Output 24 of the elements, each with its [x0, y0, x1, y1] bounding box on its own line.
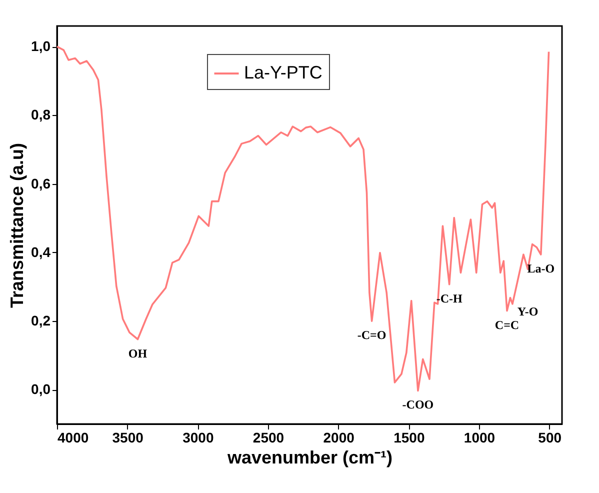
x-tick-label: 2500	[252, 430, 284, 446]
annotation: La-O	[527, 262, 555, 276]
x-tick-label: 3500	[112, 430, 144, 446]
annotation: C=C	[494, 318, 520, 332]
annotation: -C-H	[436, 291, 463, 306]
x-tick-label: 1000	[464, 430, 496, 446]
x-tick-label: 2000	[323, 430, 355, 446]
y-tick-label: 0,0	[31, 381, 51, 398]
y-tick-label: 0,2	[31, 312, 51, 329]
x-tick-label: 3000	[182, 430, 214, 446]
annotation: -COO	[402, 398, 434, 412]
y-tick-label: 0,4	[31, 244, 51, 260]
y-tick-label: 0,8	[31, 106, 51, 123]
legend-label: La-Y-PTC	[244, 62, 322, 82]
x-tick-label: 500	[538, 430, 562, 446]
y-tick-label: 0,6	[31, 175, 51, 192]
x-axis-title: wavenumber (cm⁻¹)	[226, 448, 393, 468]
annotation: Y-O	[517, 304, 538, 318]
x-tick-label: 1500	[394, 430, 425, 446]
annotation: OH	[128, 346, 148, 360]
annotation: -C=O	[357, 328, 386, 342]
x-tick-label: 4000	[58, 430, 89, 446]
y-axis-title: Transmittance (a.u)	[7, 142, 28, 308]
y-tick-label: 1,0	[31, 38, 51, 54]
